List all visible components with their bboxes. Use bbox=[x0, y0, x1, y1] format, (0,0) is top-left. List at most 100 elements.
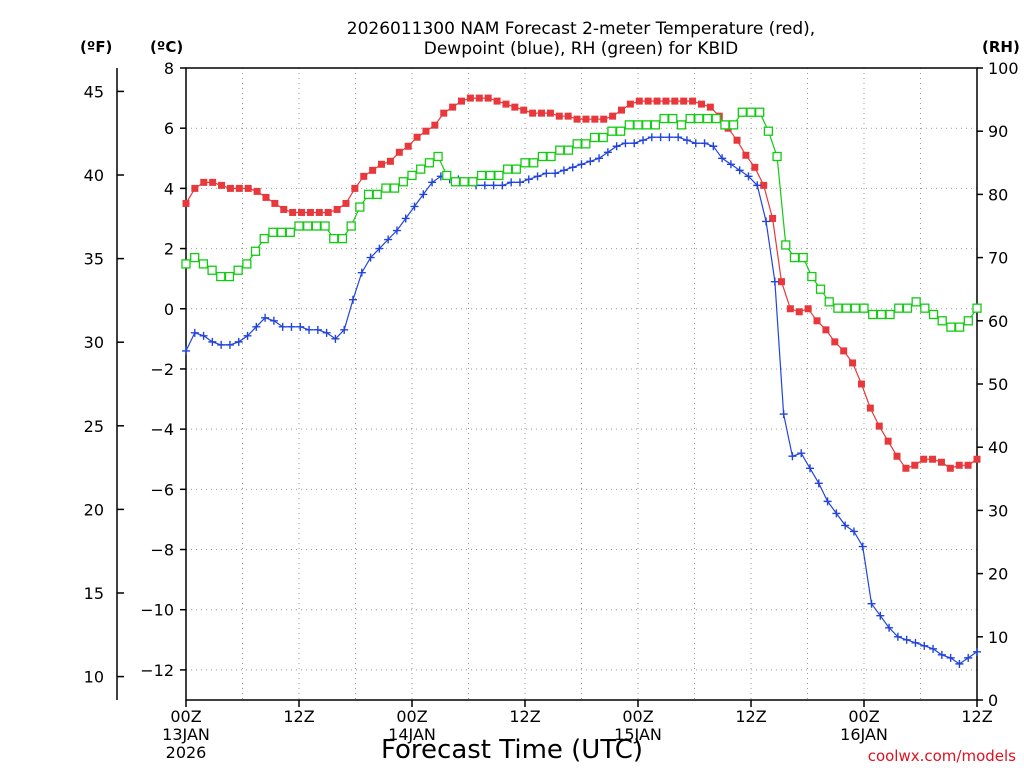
rh-point bbox=[598, 132, 608, 143]
rh-point bbox=[355, 202, 365, 212]
temperature-point bbox=[493, 97, 501, 105]
temperature-point bbox=[662, 97, 670, 105]
rh-point bbox=[589, 132, 600, 143]
temperature-point bbox=[404, 142, 412, 150]
temperature-point bbox=[218, 181, 226, 189]
rh-point bbox=[755, 107, 765, 117]
rh-point bbox=[320, 221, 330, 231]
dewpoint-point bbox=[480, 181, 489, 190]
dewpoint-point bbox=[744, 172, 753, 181]
rh-point bbox=[928, 309, 939, 320]
rh-point bbox=[224, 271, 235, 282]
temperature-point bbox=[964, 461, 972, 469]
rh-tick-label: 50 bbox=[988, 375, 1008, 394]
temperature-point bbox=[200, 178, 208, 186]
dewpoint-point bbox=[261, 313, 270, 322]
rh-point bbox=[363, 189, 374, 200]
rh-point bbox=[198, 259, 209, 269]
celsius-unit-label: (ºC) bbox=[150, 38, 183, 56]
x-tick-label: 00Z bbox=[848, 707, 879, 726]
temperature-point bbox=[626, 100, 634, 108]
rh-tick-label: 20 bbox=[988, 565, 1008, 584]
dewpoint-point bbox=[612, 142, 621, 151]
dewpoint-point bbox=[753, 181, 762, 190]
rh-point bbox=[546, 151, 556, 162]
rh-point bbox=[581, 139, 591, 149]
temperature-point bbox=[546, 109, 554, 117]
dewpoint-point bbox=[322, 328, 331, 337]
temperature-point bbox=[849, 359, 857, 367]
fahrenheit-tick-label: 15 bbox=[84, 584, 104, 603]
temperature-point bbox=[653, 97, 661, 105]
temperature-point bbox=[689, 97, 697, 105]
celsius-tick-label: −4 bbox=[150, 420, 174, 439]
rh-point bbox=[563, 145, 574, 155]
fahrenheit-tick-label: 40 bbox=[84, 166, 104, 185]
rh-point bbox=[624, 120, 634, 130]
celsius-tick-label: 4 bbox=[164, 179, 174, 198]
dewpoint-point bbox=[665, 133, 674, 142]
dewpoint-point bbox=[849, 527, 858, 536]
dewpoint-point bbox=[656, 133, 665, 142]
dewpoint-point bbox=[788, 452, 797, 461]
dewpoint-point bbox=[902, 635, 911, 644]
dewpoint-point bbox=[208, 337, 217, 346]
dewpoint-point bbox=[814, 479, 823, 488]
rh-point bbox=[259, 233, 269, 244]
dewpoint-point bbox=[867, 599, 876, 608]
rh-point bbox=[824, 297, 834, 307]
temperature-point bbox=[360, 172, 368, 180]
rh-point bbox=[746, 107, 756, 117]
temperature-point bbox=[902, 464, 910, 472]
dewpoint-point bbox=[595, 154, 604, 163]
temperature-point bbox=[422, 127, 430, 135]
temperature-point bbox=[182, 199, 190, 207]
series-rh bbox=[181, 107, 982, 332]
dewpoint-point bbox=[296, 322, 305, 331]
temperature-point bbox=[920, 455, 928, 463]
rh-tick-label: 40 bbox=[988, 438, 1008, 457]
fahrenheit-tick-label: 10 bbox=[84, 668, 104, 687]
fahrenheit-tick-label: 25 bbox=[84, 417, 104, 436]
x-tick-label: 00Z bbox=[396, 707, 427, 726]
x-tick-label: 12Z bbox=[961, 707, 992, 726]
temperature-point bbox=[378, 160, 386, 168]
rh-point bbox=[876, 309, 887, 320]
dewpoint-point bbox=[586, 157, 595, 166]
celsius-tick-label: 2 bbox=[164, 240, 174, 259]
dewpoint-point bbox=[489, 181, 498, 190]
dewpoint-point bbox=[524, 175, 533, 184]
dewpoint-point bbox=[797, 449, 806, 458]
dewpoint-point bbox=[841, 521, 850, 530]
celsius-tick-label: −8 bbox=[150, 541, 174, 560]
temperature-point bbox=[857, 380, 865, 388]
temperature-point bbox=[573, 115, 581, 123]
rh-point bbox=[676, 120, 687, 130]
temperature-point bbox=[742, 151, 750, 159]
temperature-point bbox=[253, 187, 261, 195]
dewpoint-point bbox=[973, 647, 981, 656]
temperature-point bbox=[271, 199, 279, 207]
x-tick-label: 00Z bbox=[622, 707, 653, 726]
rh-point bbox=[694, 113, 704, 124]
temperature-point bbox=[475, 94, 483, 102]
rh-point bbox=[911, 297, 921, 307]
fahrenheit-unit-label: (ºF) bbox=[80, 38, 112, 56]
rh-point bbox=[885, 309, 895, 320]
temperature-point bbox=[973, 455, 981, 463]
temperature-point bbox=[937, 458, 945, 466]
rh-unit-label: (RH) bbox=[982, 38, 1020, 56]
rh-point bbox=[294, 221, 304, 231]
dewpoint-point bbox=[885, 623, 894, 632]
dewpoint-point bbox=[639, 136, 648, 145]
dewpoint-point bbox=[419, 190, 428, 199]
dewpoint-point bbox=[331, 334, 340, 343]
dewpoint-point bbox=[946, 653, 955, 662]
dewpoint-point bbox=[718, 154, 727, 163]
dewpoint-line bbox=[185, 136, 978, 665]
temperature-point bbox=[262, 193, 270, 201]
rh-point bbox=[494, 170, 504, 181]
rh-point bbox=[276, 227, 287, 237]
rh-point bbox=[442, 170, 452, 181]
celsius-tick-label: −10 bbox=[140, 601, 174, 620]
